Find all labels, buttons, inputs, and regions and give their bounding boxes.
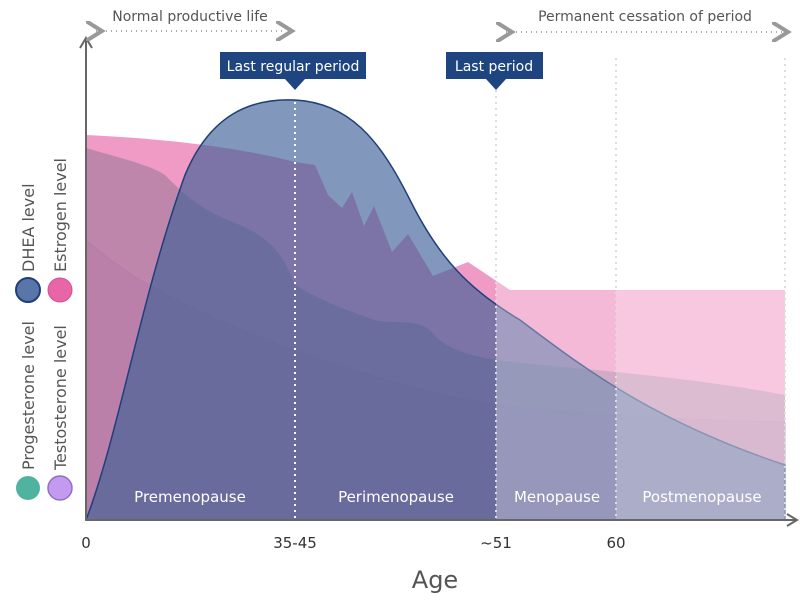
progesterone-legend-swatch [16,476,40,500]
estrogen-legend-label: Estrogen level [51,158,70,272]
phase-premenopause: Premenopause [134,488,246,506]
svg-text:Last regular period: Last regular period [227,59,360,75]
phase-postmenopause: Postmenopause [642,488,761,506]
dhea-area [84,99,786,521]
x-axis-arrow-icon [786,513,799,527]
normal-life-label: Normal productive life [112,9,268,25]
legend: DHEA level Estrogen level Progesterone l… [15,158,73,501]
last-period-callout: Last period [446,52,543,90]
phase-perimenopause: Perimenopause [338,488,454,506]
tick-60: 60 [606,534,625,552]
tick-51: ~51 [480,534,512,552]
testosterone-legend-swatch [47,475,73,501]
postmenopause-band [616,60,786,520]
svg-text:Last period: Last period [455,59,533,75]
dhea-legend-label: DHEA level [19,183,38,272]
phase-menopause: Menopause [514,488,600,506]
progesterone-legend-label: Progesterone level [19,321,38,470]
menopause-band [496,60,616,520]
dhea-legend-swatch [15,277,41,303]
x-axis-label: Age [412,566,458,594]
cessation-label: Permanent cessation of period [538,9,752,25]
last-regular-period-callout: Last regular period [220,52,366,90]
tick-35-45: 35-45 [273,534,317,552]
testosterone-legend-label: Testosterone level [51,325,70,471]
estrogen-legend-swatch [47,277,73,303]
tick-0: 0 [81,534,91,552]
